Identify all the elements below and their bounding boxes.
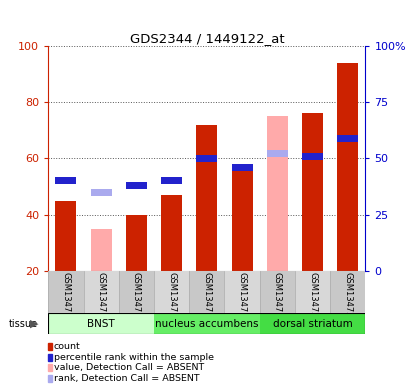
Bar (161, 195, 182, 271)
Bar (224, 271, 260, 313)
Text: GSM134719: GSM134719 (273, 272, 282, 323)
Bar (337, 63, 358, 271)
Text: GSM134713: GSM134713 (61, 272, 71, 323)
Text: BNST: BNST (87, 318, 115, 329)
Bar (260, 271, 295, 313)
Bar (154, 313, 260, 334)
Title: GDS2344 / 1449122_at: GDS2344 / 1449122_at (129, 32, 284, 45)
Bar (48, 313, 154, 334)
Bar (154, 271, 189, 313)
Bar (231, 164, 253, 171)
Bar (231, 164, 253, 271)
Bar (189, 271, 224, 313)
Text: dorsal striatum: dorsal striatum (273, 318, 352, 329)
Bar (161, 177, 182, 184)
Bar (119, 271, 154, 313)
Text: GSM134720: GSM134720 (308, 272, 317, 323)
Bar (91, 189, 112, 195)
Bar (330, 271, 365, 313)
Text: GSM134721: GSM134721 (343, 272, 352, 323)
Bar (302, 114, 323, 271)
Text: GSM134714: GSM134714 (97, 272, 106, 323)
Bar (55, 177, 76, 184)
Text: GSM134716: GSM134716 (167, 272, 176, 323)
Text: count: count (54, 342, 80, 351)
Text: tissue: tissue (8, 319, 37, 329)
Text: GSM134715: GSM134715 (132, 272, 141, 323)
Text: ▶: ▶ (30, 319, 39, 329)
Bar (48, 271, 84, 313)
Text: percentile rank within the sample: percentile rank within the sample (54, 353, 214, 362)
Bar (337, 135, 358, 142)
Bar (260, 313, 365, 334)
Text: GSM134718: GSM134718 (238, 272, 247, 323)
Bar (84, 271, 119, 313)
Bar (302, 153, 323, 160)
Bar (91, 228, 112, 271)
Text: value, Detection Call = ABSENT: value, Detection Call = ABSENT (54, 363, 204, 372)
Text: GSM134717: GSM134717 (202, 272, 211, 323)
Bar (267, 151, 288, 157)
Bar (126, 182, 147, 189)
Bar (267, 116, 288, 271)
Bar (55, 200, 76, 271)
Bar (126, 215, 147, 271)
Bar (196, 155, 218, 162)
Text: nucleus accumbens: nucleus accumbens (155, 318, 259, 329)
Bar (295, 271, 330, 313)
Text: rank, Detection Call = ABSENT: rank, Detection Call = ABSENT (54, 374, 199, 383)
Bar (196, 125, 218, 271)
